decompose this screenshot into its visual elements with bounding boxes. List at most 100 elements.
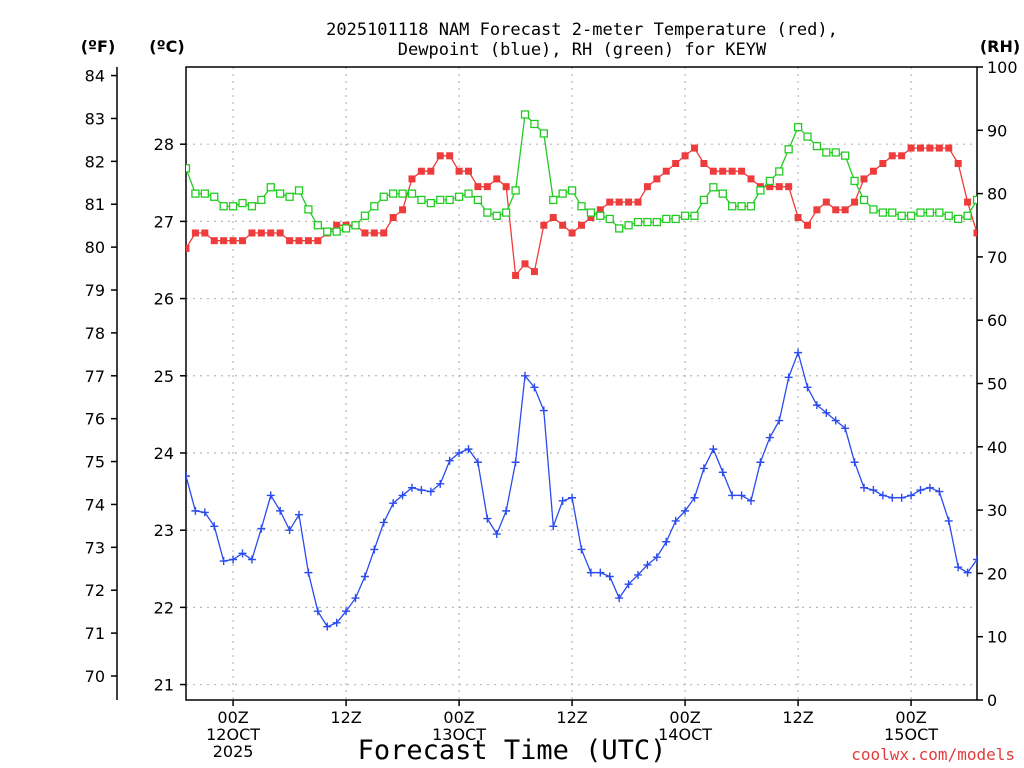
point-temperature-5	[229, 237, 237, 245]
point-temperature-84	[973, 229, 977, 237]
point-dewpoint-79	[925, 483, 934, 492]
fahrenheit-tick-label-12: 82	[85, 152, 105, 171]
fahrenheit-tick-label-10: 80	[85, 238, 105, 257]
point-dewpoint-43	[586, 568, 595, 577]
point-rh-4	[219, 202, 228, 211]
point-rh-66	[803, 132, 812, 141]
point-rh-1	[191, 189, 200, 198]
point-dewpoint-12	[295, 510, 303, 519]
point-rh-75	[888, 208, 897, 217]
point-temperature-13	[304, 237, 312, 245]
x-tick-label-4-1: 14OCT	[658, 725, 712, 744]
point-temperature-80	[935, 144, 943, 152]
point-dewpoint-53	[681, 506, 690, 515]
point-temperature-59	[738, 167, 746, 175]
point-dewpoint-48	[634, 570, 642, 579]
point-rh-54	[690, 211, 699, 220]
point-rh-7	[247, 202, 257, 211]
point-rh-50	[652, 217, 661, 227]
point-dewpoint-1	[191, 506, 200, 515]
point-dewpoint-29	[455, 448, 464, 457]
point-rh-59	[737, 202, 746, 211]
point-dewpoint-28	[445, 456, 454, 465]
grid-lines	[186, 67, 977, 700]
fahrenheit-tick-label-8: 78	[85, 324, 105, 343]
point-rh-58	[728, 202, 737, 211]
point-dewpoint-23	[398, 491, 407, 500]
fahrenheit-tick-label-5: 75	[85, 453, 105, 472]
point-temperature-74	[879, 159, 887, 167]
point-dewpoint-68	[822, 408, 831, 417]
point-dewpoint-2	[200, 508, 209, 517]
point-dewpoint-50	[652, 553, 661, 562]
point-rh-46	[615, 224, 624, 233]
point-rh-17	[341, 224, 351, 233]
point-dewpoint-61	[756, 458, 765, 467]
point-temperature-75	[888, 152, 896, 160]
point-temperature-29	[455, 167, 463, 175]
point-temperature-40	[559, 221, 567, 229]
point-dewpoint-30	[464, 445, 473, 454]
fahrenheit-tick-label-7: 77	[85, 367, 105, 386]
point-rh-28	[445, 195, 454, 205]
point-temperature-27	[436, 152, 444, 160]
point-dewpoint-19	[360, 572, 369, 581]
point-rh-12	[294, 186, 304, 195]
point-temperature-8	[257, 229, 265, 237]
point-temperature-37	[530, 268, 538, 276]
point-temperature-16	[333, 221, 341, 229]
point-rh-74	[878, 208, 887, 217]
point-rh-30	[464, 189, 473, 198]
point-temperature-23	[399, 206, 407, 214]
point-temperature-4	[220, 237, 228, 245]
point-dewpoint-82	[954, 563, 963, 572]
point-temperature-10	[276, 229, 284, 237]
point-rh-29	[454, 192, 464, 201]
celsius-tick-label-1: 22	[154, 598, 174, 617]
point-temperature-72	[860, 175, 868, 183]
point-dewpoint-10	[276, 506, 285, 515]
point-temperature-67	[813, 206, 821, 214]
point-rh-41	[567, 186, 577, 195]
point-dewpoint-14	[313, 607, 322, 616]
rh-tick-label-5: 50	[987, 375, 1007, 394]
point-temperature-47	[625, 198, 633, 206]
point-rh-38	[539, 129, 548, 138]
point-temperature-66	[804, 221, 811, 229]
point-dewpoint-57	[718, 468, 727, 477]
point-temperature-69	[832, 206, 840, 214]
celsius-tick-label-7: 28	[154, 135, 174, 154]
point-rh-83	[963, 211, 972, 220]
point-dewpoint-81	[944, 516, 953, 525]
fahrenheit-tick-label-11: 81	[85, 195, 105, 214]
point-dewpoint-16	[332, 618, 341, 627]
point-dewpoint-6	[238, 549, 247, 558]
point-dewpoint-9	[266, 491, 275, 500]
point-temperature-28	[446, 152, 454, 160]
point-rh-76	[897, 211, 906, 220]
point-rh-63	[775, 167, 784, 176]
point-rh-5	[228, 202, 238, 211]
celsius-tick-label-2: 23	[154, 521, 174, 540]
point-dewpoint-49	[643, 560, 652, 569]
point-temperature-49	[643, 183, 651, 191]
point-dewpoint-62	[765, 433, 774, 442]
fahrenheit-tick-label-1: 71	[85, 624, 105, 643]
point-dewpoint-26	[426, 487, 435, 496]
point-rh-77	[906, 211, 916, 220]
point-rh-82	[954, 214, 963, 224]
x-tick-label-2-0: 00Z	[443, 708, 474, 727]
point-dewpoint-34	[502, 506, 511, 515]
point-dewpoint-32	[483, 514, 492, 523]
fahrenheit-tick-label-13: 83	[85, 109, 105, 128]
point-rh-51	[662, 214, 671, 224]
point-temperature-26	[427, 167, 435, 175]
point-rh-21	[379, 192, 388, 201]
x-tick-label-1-0: 12Z	[330, 708, 361, 727]
point-rh-16	[332, 227, 341, 236]
point-temperature-62	[766, 183, 774, 191]
point-dewpoint-22	[389, 499, 398, 508]
point-rh-26	[426, 198, 435, 208]
point-dewpoint-41	[568, 493, 577, 502]
